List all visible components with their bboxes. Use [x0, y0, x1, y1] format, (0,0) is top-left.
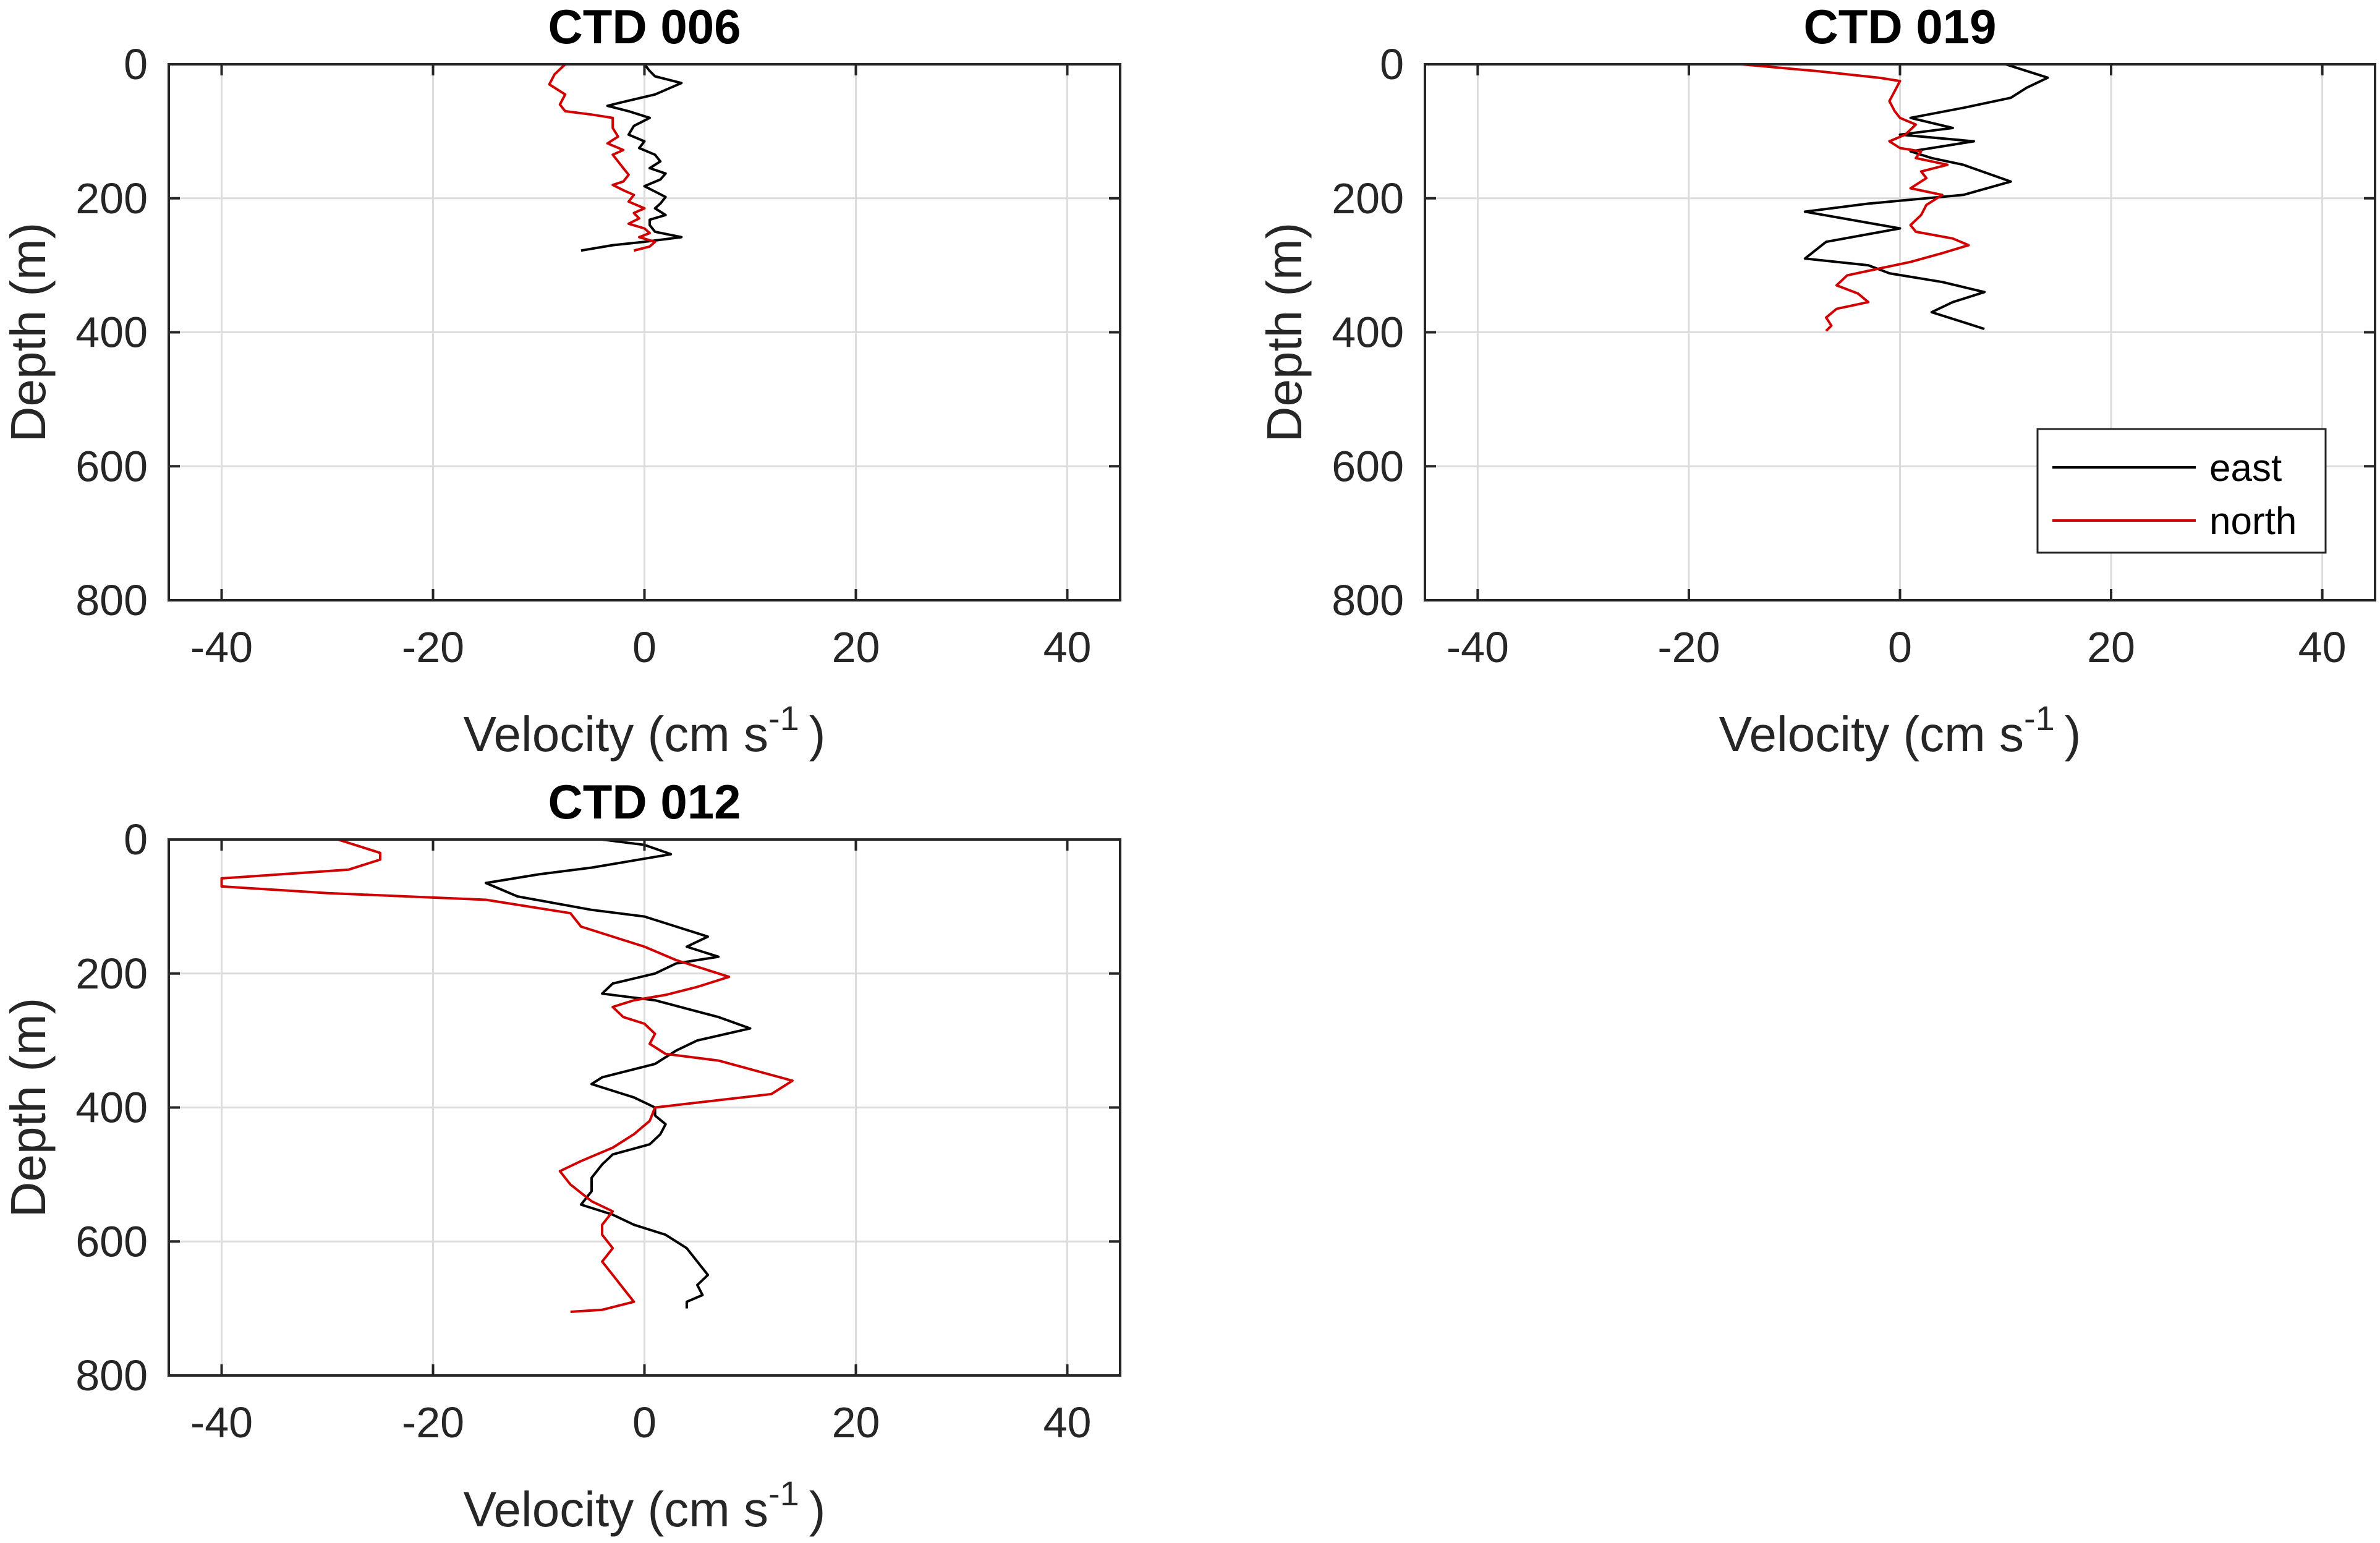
chart-1-y-tick-label: 0: [1380, 40, 1404, 88]
chart-2-y-tick-label: 600: [75, 1217, 148, 1265]
chart-1-legend-label-north: north: [2209, 500, 2297, 543]
chart-0-y-tick-label: 200: [75, 174, 148, 223]
chart-1-x-tick-label: 20: [2087, 623, 2135, 671]
chart-1-legend-label-east: east: [2209, 447, 2282, 490]
chart-1-y-tick-label: 200: [1332, 174, 1404, 223]
chart-0-x-tick-label: 0: [632, 623, 657, 671]
chart-0-x-tick-label: -40: [190, 623, 253, 671]
chart-0-y-tick-label: 800: [75, 576, 148, 624]
chart-0-x-tick-label: 40: [1043, 623, 1092, 671]
chart-1-series-east: [1803, 63, 2049, 331]
chart-1-x-tick-label: -40: [1447, 623, 1509, 671]
chart-0-x-axis-label: Velocity (cm s-1): [464, 699, 826, 762]
chart-2-x-axis-label: Velocity (cm s-1): [464, 1474, 826, 1537]
chart-0-y-tick-label: 600: [75, 442, 148, 490]
chart-1-y-tick-label: 800: [1332, 576, 1404, 624]
chart-2-x-tick-label: 20: [832, 1398, 880, 1447]
chart-0-y-tick-label: 400: [75, 308, 148, 357]
chart-1-x-axis-label: Velocity (cm s-1): [1719, 699, 2081, 762]
chart-1-legend-box: [2036, 428, 2327, 554]
chart-0-y-tick-label: 0: [124, 40, 148, 88]
chart-0-x-tick-label: 20: [832, 623, 880, 671]
chart-1-series-north: [1741, 63, 1970, 332]
chart-0-title: CTD 006: [548, 0, 741, 54]
chart-1-title: CTD 019: [1803, 0, 1996, 54]
chart-1-legend: east north: [2036, 428, 2327, 554]
chart-1-x-tick-label: -20: [1657, 623, 1720, 671]
chart-2-title: CTD 012: [548, 775, 741, 829]
chart-2-x-tick-label: 0: [632, 1398, 657, 1447]
chart-0-y-axis-label: Depth (m): [1, 223, 56, 443]
chart-2-x-tick-label: -40: [190, 1398, 253, 1447]
chart-1-x-tick-label: 40: [2298, 623, 2347, 671]
chart-2-y-tick-label: 200: [75, 950, 148, 998]
chart-2-y-tick-label: 0: [124, 815, 148, 864]
chart-2-x-tick-label: 40: [1043, 1398, 1092, 1447]
chart-2-series-east: [485, 838, 752, 1309]
chart-0-series-north: [548, 63, 657, 252]
chart-2-y-tick-label: 800: [75, 1351, 148, 1400]
chart-0-series-east: [580, 63, 683, 252]
chart-0-x-tick-label: -20: [402, 623, 464, 671]
chart-2-y-tick-label: 400: [75, 1084, 148, 1132]
chart-1-x-tick-label: 0: [1888, 623, 1912, 671]
chart-1-y-tick-label: 600: [1332, 442, 1404, 490]
chart-2-series-north: [220, 838, 794, 1313]
chart-1-y-axis-label: Depth (m): [1257, 223, 1312, 443]
chart-2-y-axis-label: Depth (m): [1, 998, 56, 1218]
chart-1-y-tick-label: 400: [1332, 308, 1404, 357]
chart-2-x-tick-label: -20: [402, 1398, 464, 1447]
